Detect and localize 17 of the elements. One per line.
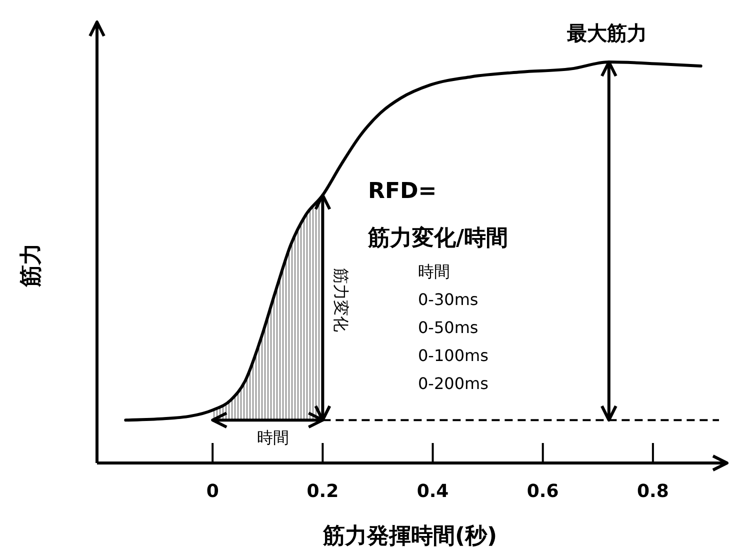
annotation: 時間 bbox=[418, 262, 450, 281]
text: 最大筋力 bbox=[566, 21, 647, 45]
x-tick-label: 0.8 bbox=[637, 481, 669, 502]
x-tick-label: 0 bbox=[206, 481, 219, 502]
annotation: 時間 bbox=[257, 428, 289, 447]
annotation: 0-200ms bbox=[418, 374, 488, 393]
annotation: RFD= bbox=[368, 179, 437, 204]
y-axis-title: 筋力 bbox=[19, 243, 44, 288]
x-axis-title: 筋力発揮時間(秒) bbox=[322, 524, 498, 549]
x-tick-label: 0.4 bbox=[416, 481, 449, 502]
annotation: 0-30ms bbox=[418, 290, 478, 309]
annotation: 筋力変化 bbox=[332, 268, 351, 332]
annotation: 0-50ms bbox=[418, 318, 478, 337]
annotation: 0-100ms bbox=[418, 346, 488, 365]
x-tick-label: 0.2 bbox=[306, 481, 339, 502]
annotation: 筋力変化/時間 bbox=[367, 225, 508, 251]
x-tick-label: 0.6 bbox=[526, 481, 559, 502]
